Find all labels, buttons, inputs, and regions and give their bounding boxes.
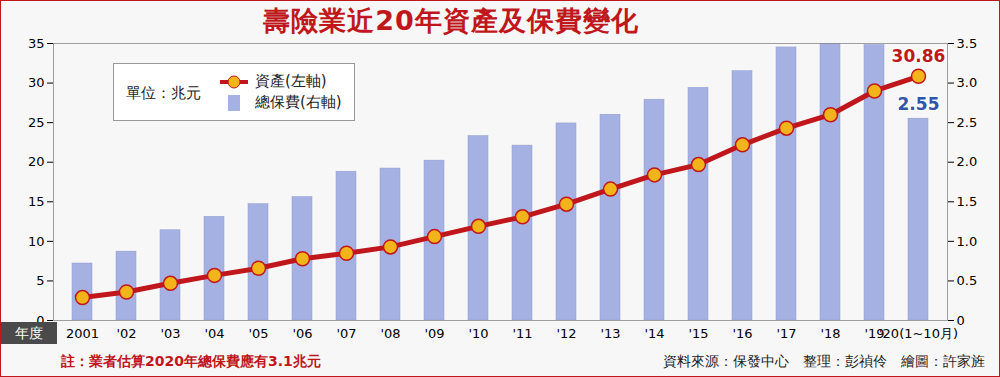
html-text:單位：兆元: 單位：兆元	[126, 84, 201, 102]
svg-text:5: 5	[36, 273, 44, 288]
svg-text:'04: '04	[204, 326, 224, 341]
html-text:年度: 年度	[15, 325, 43, 341]
svg-text:10: 10	[28, 234, 45, 249]
svg-text:3.0: 3.0	[957, 75, 978, 90]
svg-text:0: 0	[956, 312, 965, 328]
svg-text:1.0: 1.0	[957, 234, 978, 249]
svg-text:0.5: 0.5	[957, 273, 978, 288]
html-text:註：業者估算2020年總保費應有3.1兆元: 註：業者估算2020年總保費應有3.1兆元	[61, 353, 321, 369]
html-text:資料來源：保發中心 整理：彭禎伶 繪圖：許家旌: 資料來源：保發中心 整理：彭禎伶 繪圖：許家旌	[663, 353, 985, 369]
svg-text:'20(1~10月): '20(1~10月)	[879, 326, 958, 341]
svg-text:3.5: 3.5	[957, 36, 978, 51]
svg-text:'14: '14	[644, 326, 664, 341]
svg-text:2.55: 2.55	[898, 94, 940, 114]
svg-text:2.5: 2.5	[957, 115, 978, 130]
svg-text:0: 0	[36, 312, 45, 328]
svg-text:'07: '07	[336, 326, 356, 341]
svg-text:2001: 2001	[66, 326, 99, 341]
svg-text:'13: '13	[600, 326, 620, 341]
svg-text:'12: '12	[556, 326, 576, 341]
svg-text:'17: '17	[776, 326, 796, 341]
svg-text:'15: '15	[688, 326, 708, 341]
svg-text:35: 35	[28, 36, 45, 51]
html-text:壽險業近20年資產及保費變化: 壽險業近20年資產及保費變化	[263, 5, 639, 36]
html-text:資產(左軸): 資產(左軸)	[255, 72, 327, 90]
svg-text:'16: '16	[732, 326, 752, 341]
svg-text:'10: '10	[468, 326, 488, 341]
html-text:總保費(右軸): 總保費(右軸)	[255, 93, 342, 111]
svg-text:'02: '02	[116, 326, 136, 341]
svg-text:20: 20	[28, 154, 45, 169]
svg-text:25: 25	[28, 115, 45, 130]
svg-text:'06: '06	[292, 326, 312, 341]
svg-text:1.5: 1.5	[957, 194, 978, 209]
svg-text:'03: '03	[160, 326, 180, 341]
svg-text:30: 30	[28, 75, 45, 90]
svg-text:'08: '08	[380, 326, 400, 341]
svg-text:'19: '19	[864, 325, 885, 341]
svg-text:'11: '11	[512, 326, 532, 341]
svg-text:30.86: 30.86	[892, 46, 946, 66]
svg-text:2.0: 2.0	[957, 154, 978, 169]
svg-text:'18: '18	[820, 326, 840, 341]
svg-text:15: 15	[28, 194, 45, 209]
svg-text:'05: '05	[248, 326, 268, 341]
svg-text:'09: '09	[424, 326, 444, 341]
